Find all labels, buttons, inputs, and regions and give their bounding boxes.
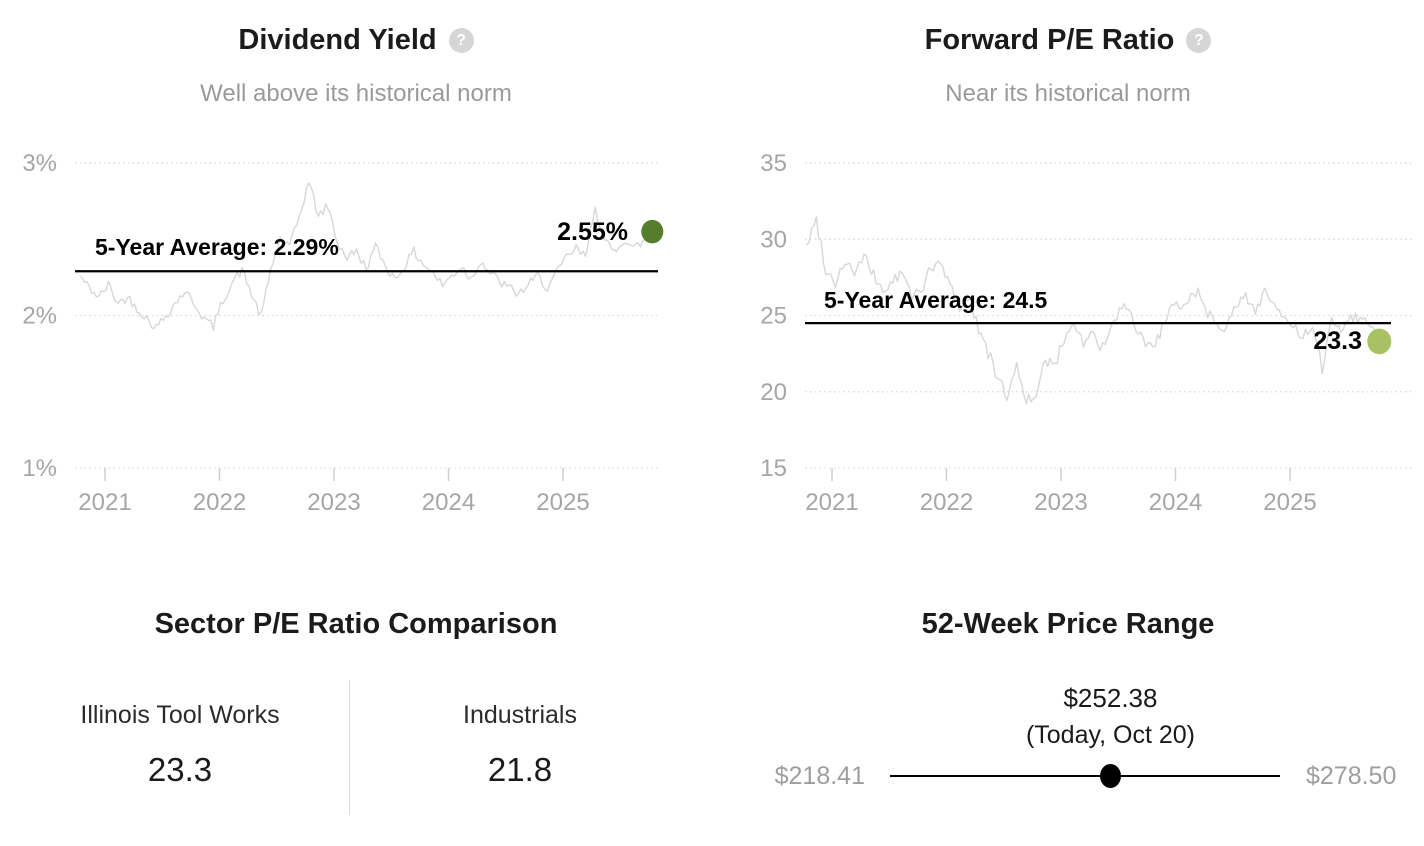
svg-text:15: 15 xyxy=(760,455,787,482)
range-line xyxy=(890,775,1280,777)
current-price-block: $252.38 (Today, Oct 20) xyxy=(1026,682,1195,751)
dividend-yield-header: Dividend Yield ? xyxy=(0,24,712,57)
question-mark-icon[interactable]: ? xyxy=(1186,28,1211,53)
industry-name: Industrials xyxy=(350,701,690,730)
svg-text:3%: 3% xyxy=(22,150,57,177)
svg-text:2025: 2025 xyxy=(536,489,589,516)
forward-pe-title: Forward P/E Ratio xyxy=(925,24,1175,57)
question-mark-icon[interactable]: ? xyxy=(449,28,474,53)
svg-text:35: 35 xyxy=(760,150,787,177)
svg-text:2%: 2% xyxy=(22,303,57,330)
svg-text:30: 30 xyxy=(760,226,787,253)
price-range-title: 52-Week Price Range xyxy=(712,608,1424,641)
sector-pe-comparison-title: Sector P/E Ratio Comparison xyxy=(0,608,712,641)
price-range-panel: 52-Week Price Range $252.38 (Today, Oct … xyxy=(712,560,1424,846)
current-price-date: (Today, Oct 20) xyxy=(1026,719,1195,751)
svg-text:2022: 2022 xyxy=(193,489,246,516)
forward-pe-header: Forward P/E Ratio ? xyxy=(712,24,1424,57)
svg-text:2023: 2023 xyxy=(1034,489,1087,516)
range-low-label: $218.41 xyxy=(742,761,865,791)
dividend-yield-subtitle: Well above its historical norm xyxy=(0,80,712,108)
svg-text:2021: 2021 xyxy=(78,489,131,516)
svg-text:2025: 2025 xyxy=(1263,489,1316,516)
dividend-yield-panel: Dividend Yield ? Well above its historic… xyxy=(0,0,712,560)
dividend-yield-latest-value: 2.55% xyxy=(468,218,628,246)
forward-pe-average-label: 5-Year Average: 24.5 xyxy=(824,287,1047,313)
sector-pe-comparison-panel: Sector P/E Ratio Comparison Illinois Too… xyxy=(0,560,712,846)
forward-pe-subtitle: Near its historical norm xyxy=(712,80,1424,108)
svg-text:2024: 2024 xyxy=(422,489,475,516)
forward-pe-panel: Forward P/E Ratio ? Near its historical … xyxy=(712,0,1424,560)
dividend-yield-title: Dividend Yield xyxy=(238,24,436,57)
svg-text:25: 25 xyxy=(760,303,787,330)
dividend-yield-average-label: 5-Year Average: 2.29% xyxy=(95,234,339,260)
company-name: Illinois Tool Works xyxy=(10,701,350,730)
svg-text:2023: 2023 xyxy=(307,489,360,516)
forward-pe-latest-value: 23.3 xyxy=(1212,327,1362,355)
svg-text:2022: 2022 xyxy=(920,489,973,516)
svg-text:1%: 1% xyxy=(22,455,57,482)
svg-text:20: 20 xyxy=(760,379,787,406)
range-high-label: $278.50 xyxy=(1306,761,1424,791)
company-pe-value: 23.3 xyxy=(10,751,350,789)
svg-text:2024: 2024 xyxy=(1149,489,1202,516)
current-price: $252.38 xyxy=(1026,682,1195,714)
svg-text:2021: 2021 xyxy=(805,489,858,516)
dividend-yield-chart: 3% 2% 1% 2021 2022 2023 2024 2025 xyxy=(0,130,712,530)
stock-valuation-dashboard: Dividend Yield ? Well above its historic… xyxy=(0,0,1424,846)
industry-pe-value: 21.8 xyxy=(350,751,690,789)
range-marker-dot xyxy=(1100,764,1121,788)
